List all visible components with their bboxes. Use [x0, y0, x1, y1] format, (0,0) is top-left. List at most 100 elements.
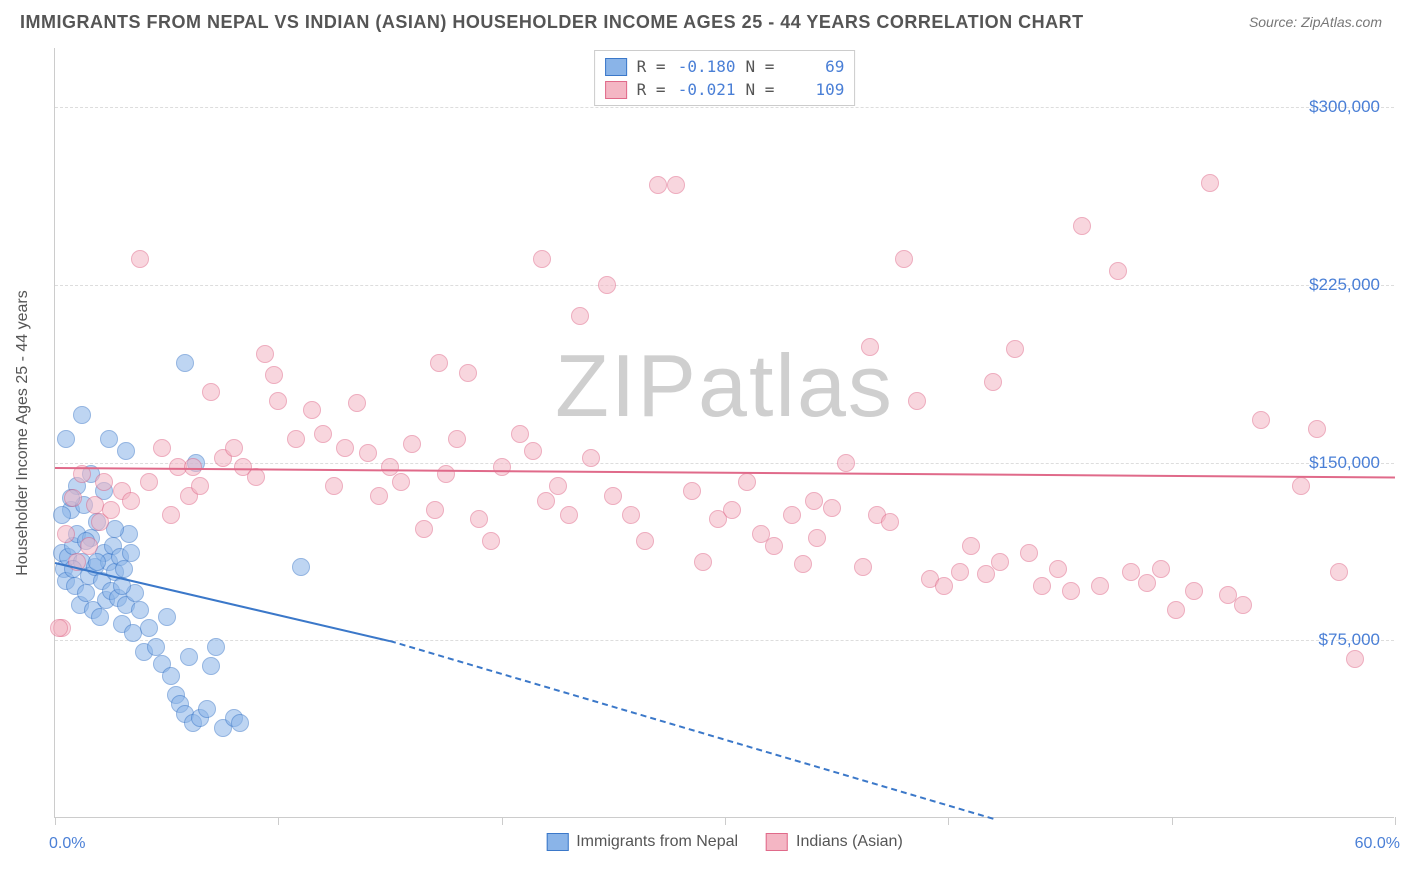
- point-indian: [1252, 411, 1270, 429]
- point-indian: [694, 553, 712, 571]
- legend-item-indian: Indians (Asian): [766, 833, 903, 851]
- x-tick: [278, 817, 279, 825]
- point-nepal: [231, 714, 249, 732]
- point-indian: [269, 392, 287, 410]
- point-indian: [823, 499, 841, 517]
- x-tick: [725, 817, 726, 825]
- point-indian: [80, 537, 98, 555]
- point-nepal: [198, 700, 216, 718]
- swatch-indian: [605, 81, 627, 99]
- point-indian: [1006, 340, 1024, 358]
- point-nepal: [115, 560, 133, 578]
- point-indian: [837, 454, 855, 472]
- point-nepal: [122, 544, 140, 562]
- swatch-indian-icon: [766, 833, 788, 851]
- point-indian: [1201, 174, 1219, 192]
- point-indian: [991, 553, 1009, 571]
- gridline: [55, 285, 1394, 286]
- swatch-nepal: [605, 58, 627, 76]
- point-nepal: [292, 558, 310, 576]
- point-indian: [1152, 560, 1170, 578]
- point-indian: [622, 506, 640, 524]
- point-indian: [153, 439, 171, 457]
- point-nepal: [117, 442, 135, 460]
- y-tick-label: $150,000: [1309, 453, 1380, 473]
- point-indian: [783, 506, 801, 524]
- point-nepal: [57, 430, 75, 448]
- point-indian: [935, 577, 953, 595]
- point-nepal: [131, 601, 149, 619]
- point-indian: [348, 394, 366, 412]
- point-indian: [415, 520, 433, 538]
- point-indian: [854, 558, 872, 576]
- point-indian: [908, 392, 926, 410]
- point-indian: [1167, 601, 1185, 619]
- point-indian: [336, 439, 354, 457]
- point-indian: [667, 176, 685, 194]
- point-indian: [426, 501, 444, 519]
- point-indian: [582, 449, 600, 467]
- plot-area: ZIPatlas Householder Income Ages 25 - 44…: [54, 48, 1394, 818]
- y-tick-label: $300,000: [1309, 97, 1380, 117]
- point-indian: [325, 477, 343, 495]
- point-indian: [64, 489, 82, 507]
- point-indian: [191, 477, 209, 495]
- point-indian: [1234, 596, 1252, 614]
- point-indian: [598, 276, 616, 294]
- point-nepal: [207, 638, 225, 656]
- n-value-indian: 109: [784, 80, 844, 99]
- point-indian: [533, 250, 551, 268]
- point-indian: [459, 364, 477, 382]
- legend-item-nepal: Immigrants from Nepal: [546, 833, 738, 851]
- point-indian: [984, 373, 1002, 391]
- legend-label-nepal: Immigrants from Nepal: [576, 833, 738, 851]
- legend-correlation: R = -0.180 N = 69 R = -0.021 N = 109: [594, 50, 856, 106]
- point-indian: [1292, 477, 1310, 495]
- point-indian: [265, 366, 283, 384]
- point-indian: [881, 513, 899, 531]
- x-tick: [1172, 817, 1173, 825]
- point-indian: [430, 354, 448, 372]
- point-nepal: [100, 430, 118, 448]
- point-nepal: [77, 584, 95, 602]
- point-indian: [57, 525, 75, 543]
- point-nepal: [202, 657, 220, 675]
- r-value-indian: -0.021: [676, 80, 736, 99]
- point-indian: [162, 506, 180, 524]
- x-tick: [1395, 817, 1396, 825]
- point-nepal: [158, 608, 176, 626]
- point-indian: [202, 383, 220, 401]
- point-indian: [370, 487, 388, 505]
- point-indian: [962, 537, 980, 555]
- point-nepal: [162, 667, 180, 685]
- watermark: ZIPatlas: [555, 335, 894, 437]
- swatch-nepal-icon: [546, 833, 568, 851]
- gridline: [55, 107, 1394, 108]
- gridline: [55, 463, 1394, 464]
- point-nepal: [73, 406, 91, 424]
- point-indian: [131, 250, 149, 268]
- y-tick-label: $225,000: [1309, 275, 1380, 295]
- point-indian: [511, 425, 529, 443]
- point-indian: [95, 473, 113, 491]
- point-indian: [738, 473, 756, 491]
- point-nepal: [88, 553, 106, 571]
- point-indian: [437, 465, 455, 483]
- point-indian: [649, 176, 667, 194]
- point-indian: [765, 537, 783, 555]
- point-indian: [951, 563, 969, 581]
- point-indian: [683, 482, 701, 500]
- point-indian: [1308, 420, 1326, 438]
- y-axis-label: Householder Income Ages 25 - 44 years: [14, 290, 32, 576]
- legend-row-nepal: R = -0.180 N = 69: [605, 55, 845, 78]
- legend-series: Immigrants from Nepal Indians (Asian): [546, 833, 903, 851]
- point-indian: [50, 619, 68, 637]
- point-indian: [549, 477, 567, 495]
- legend-label-indian: Indians (Asian): [796, 833, 903, 851]
- point-indian: [895, 250, 913, 268]
- point-indian: [571, 307, 589, 325]
- point-indian: [102, 501, 120, 519]
- n-value-nepal: 69: [784, 57, 844, 76]
- r-label: R =: [637, 57, 666, 76]
- point-indian: [403, 435, 421, 453]
